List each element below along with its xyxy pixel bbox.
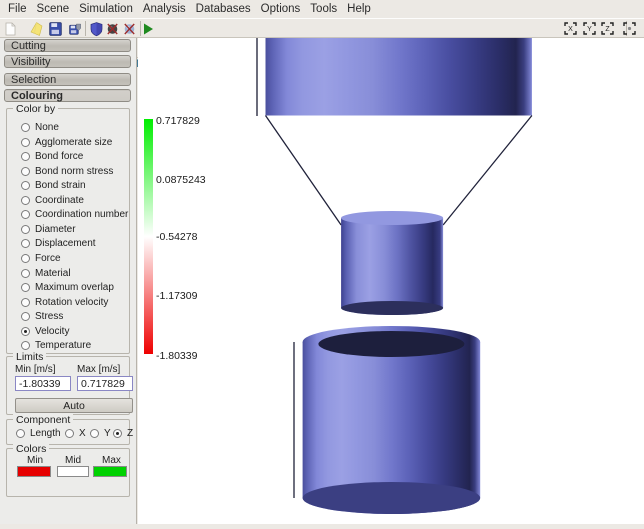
svg-text:Z: Z — [606, 26, 611, 33]
svg-text:X: X — [568, 26, 573, 33]
svg-text:Y: Y — [587, 26, 592, 33]
